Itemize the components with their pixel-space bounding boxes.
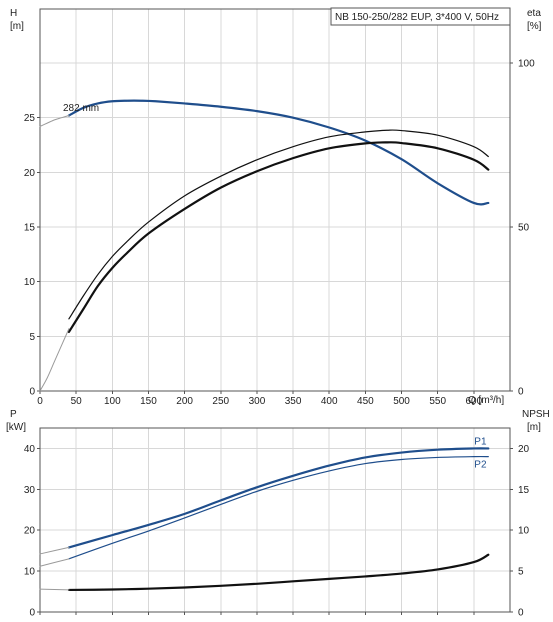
left-tick-label: 20	[24, 168, 36, 179]
left-tick-label: 25	[24, 113, 36, 124]
right-tick-label: 0	[518, 387, 524, 398]
chart-title: NB 150-250/282 EUP, 3*400 V, 50Hz	[335, 12, 499, 23]
left-tick-label: 0	[29, 608, 35, 619]
power-npsh-ticks: 0 10 20 30 40 0 5 10 15 20	[24, 444, 530, 619]
left-tick-label: 5	[29, 332, 35, 343]
p2-series-line	[68, 455, 489, 560]
power-axis-title: P	[10, 409, 17, 420]
series-line	[68, 129, 489, 320]
x-tick-label: 300	[249, 396, 266, 407]
series-line	[67, 141, 490, 334]
head-efficiency-grid	[39, 9, 510, 392]
right-tick-label: 5	[518, 567, 524, 578]
series-line	[39, 328, 70, 392]
left-tick-label: 15	[24, 223, 36, 234]
x-tick-label: 100	[104, 396, 121, 407]
series-line	[39, 558, 70, 567]
p2-series-label: P2	[474, 460, 487, 471]
head-axis-title: H	[10, 8, 17, 19]
x-tick-label: 500	[393, 396, 410, 407]
left-tick-label: 20	[24, 526, 36, 537]
x-tick-label: 150	[140, 396, 157, 407]
head-efficiency-ticks: 0 50 100 150 200 250 300 350 400 450 500 550 6000510…	[24, 59, 535, 408]
x-tick-label: 0	[37, 396, 43, 407]
head-efficiency-series	[39, 99, 490, 392]
title-box	[330, 7, 511, 26]
p1-series-label: P1	[474, 436, 487, 447]
series-line	[39, 114, 70, 127]
right-tick-label: 15	[518, 485, 530, 496]
x-tick-label: 50	[71, 396, 83, 407]
series-line	[39, 588, 70, 591]
x-tick-label: 600	[466, 396, 483, 407]
left-tick-label: 10	[24, 567, 36, 578]
x-tick-label: 250	[212, 396, 229, 407]
series-line	[67, 553, 490, 592]
eta-axis-title: eta	[527, 8, 541, 19]
npsh-axis-unit: [m]	[527, 422, 541, 433]
x-tick-label: 350	[285, 396, 302, 407]
left-tick-label: 0	[29, 387, 35, 398]
x-tick-label: 400	[321, 396, 338, 407]
power-npsh-series	[39, 447, 490, 592]
x-tick-label: 550	[429, 396, 446, 407]
left-tick-label: 30	[24, 485, 36, 496]
right-tick-label: 100	[518, 59, 535, 70]
head-efficiency-plot-frame	[39, 8, 511, 392]
series-line	[39, 546, 70, 555]
impeller-diameter-annotation: 282 mm	[63, 103, 99, 114]
flow-axis-label: Q [m³/h]	[468, 395, 504, 406]
right-tick-label: 10	[518, 526, 530, 537]
power-npsh-grid	[39, 428, 510, 613]
eta-axis-unit: [%]	[527, 21, 542, 32]
left-tick-label: 40	[24, 444, 36, 455]
x-tick-label: 200	[176, 396, 193, 407]
left-tick-label: 10	[24, 277, 36, 288]
npsh-axis-title: NPSH	[522, 409, 550, 420]
right-tick-label: 20	[518, 444, 530, 455]
power-axis-unit: [kW]	[6, 422, 26, 433]
power-npsh-plot-frame	[39, 427, 511, 613]
series-line	[67, 99, 490, 206]
right-tick-label: 50	[518, 223, 530, 234]
right-tick-label: 0	[518, 608, 524, 619]
head-axis-unit: [m]	[10, 21, 24, 32]
p1-series-line	[67, 447, 490, 549]
x-tick-label: 450	[357, 396, 374, 407]
